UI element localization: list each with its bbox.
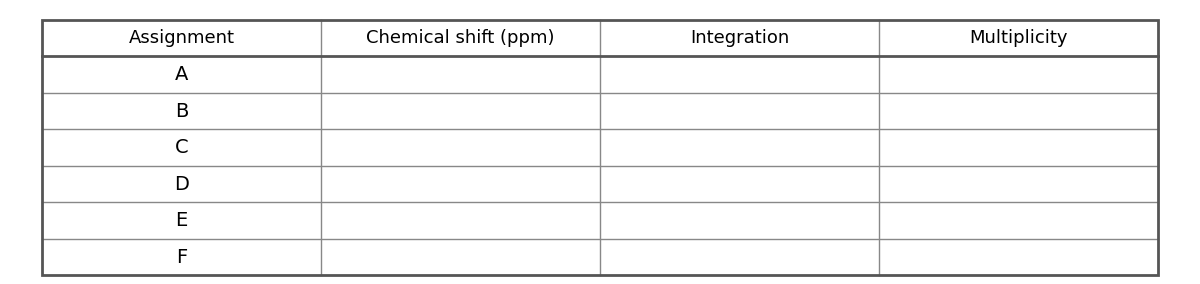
Text: Chemical shift (ppm): Chemical shift (ppm) (366, 29, 554, 47)
Text: Assignment: Assignment (128, 29, 234, 47)
Text: B: B (175, 102, 188, 121)
Text: A: A (175, 65, 188, 84)
Text: C: C (175, 138, 188, 157)
Text: Multiplicity: Multiplicity (970, 29, 1068, 47)
Text: E: E (175, 211, 187, 230)
Text: F: F (176, 248, 187, 267)
Text: Integration: Integration (690, 29, 790, 47)
Text: D: D (174, 175, 188, 194)
